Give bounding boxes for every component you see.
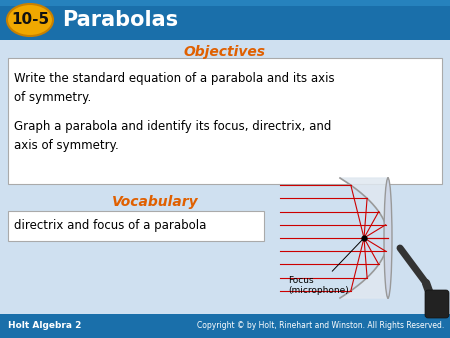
Text: directrix and focus of a parabola: directrix and focus of a parabola	[14, 219, 207, 233]
Text: Focus
(microphone): Focus (microphone)	[288, 240, 362, 295]
FancyBboxPatch shape	[8, 58, 442, 184]
Text: 10-5: 10-5	[11, 13, 49, 27]
Bar	[0, 0, 450, 40]
Text: Holt Algebra 2: Holt Algebra 2	[8, 321, 81, 331]
Text: Objectives: Objectives	[184, 45, 266, 59]
FancyBboxPatch shape	[8, 211, 264, 241]
Text: Copyright © by Holt, Rinehart and Winston. All Rights Reserved.: Copyright © by Holt, Rinehart and Winsto…	[197, 321, 444, 331]
Ellipse shape	[384, 178, 392, 298]
Text: Graph a parabola and identify its focus, directrix, and
axis of symmetry.: Graph a parabola and identify its focus,…	[14, 120, 331, 151]
Text: Vocabulary: Vocabulary	[112, 195, 198, 209]
FancyBboxPatch shape	[425, 290, 449, 318]
Polygon shape	[340, 178, 388, 298]
Bar	[0, 314, 450, 338]
Text: Parabolas: Parabolas	[62, 10, 178, 30]
Ellipse shape	[7, 4, 53, 36]
Bar	[0, 0, 450, 6]
Text: Write the standard equation of a parabola and its axis
of symmetry.: Write the standard equation of a parabol…	[14, 72, 335, 103]
